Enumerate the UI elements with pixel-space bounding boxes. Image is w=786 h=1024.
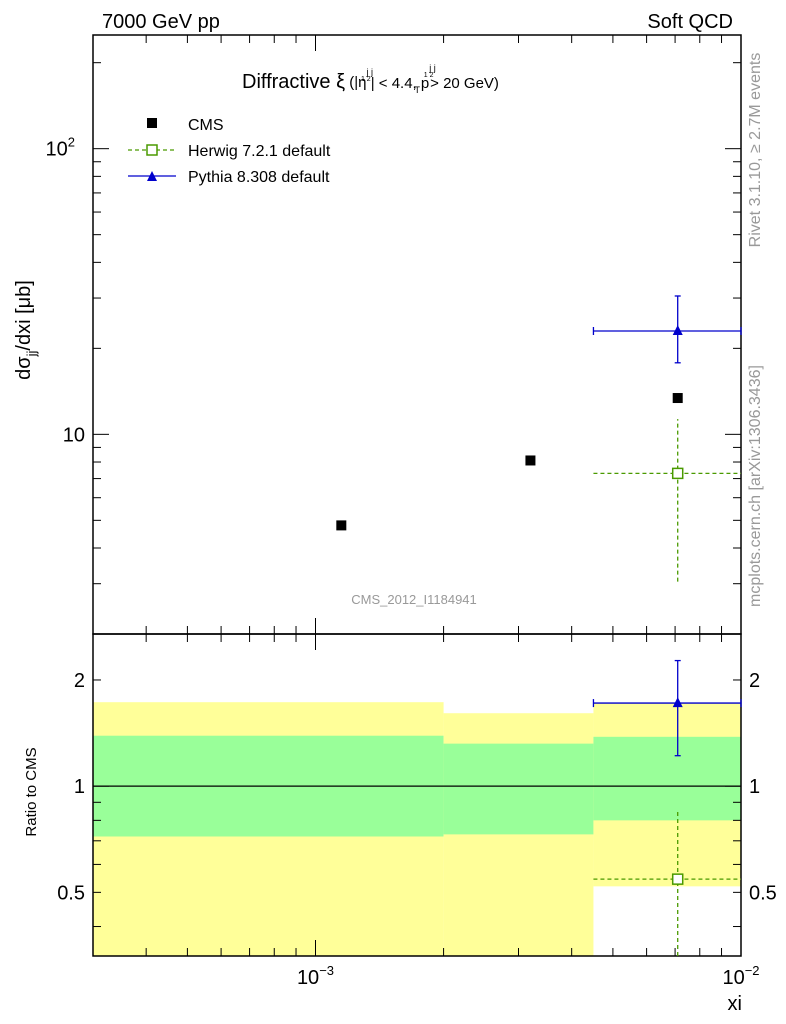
- main-y-tick-label-exp: 2: [68, 135, 75, 150]
- ratio-y-tick-label: 2: [74, 670, 85, 692]
- main-y-tick-label-base: 10: [46, 139, 68, 161]
- rivet-label: Rivet 3.1.10, ≥ 2.7M events: [747, 53, 764, 248]
- ratio-y-tick-label-right: 0.5: [749, 882, 777, 904]
- title-part-2: | < 4.4, p: [371, 75, 430, 92]
- legend-pythia-label: Pythia 8.308 default: [188, 169, 330, 186]
- title-part-1: (|η: [345, 74, 366, 91]
- title-sub-T: T: [414, 85, 420, 95]
- x-tick-label: 10−3: [297, 963, 334, 989]
- ratio-y-tick-label: 0.5: [57, 882, 85, 904]
- ratio-panel: 0.5 0.51 12 210−3 10−2: [57, 633, 777, 989]
- title-prefix: Diffractive ξ: [242, 71, 345, 93]
- title-sup-T: j j: [428, 63, 436, 73]
- main-y-label-sub: jj: [24, 350, 39, 357]
- legend-herwig-marker: [146, 144, 158, 156]
- main-y-tick-label: 10: [63, 424, 85, 446]
- cms-data-point: [336, 520, 347, 531]
- uncertainty-band-inner: [443, 743, 594, 835]
- x-tick-label-base: 10: [297, 967, 319, 989]
- main-y-tick-label: 102: [46, 135, 75, 161]
- header-left-label: 7000 GeV pp: [102, 11, 220, 33]
- x-tick-label: 10−2: [722, 963, 759, 989]
- ratio-pythia-marker: [672, 697, 683, 708]
- legend-cms-label: CMS: [188, 117, 224, 134]
- main-y-label-base: dσ: [13, 356, 35, 380]
- herwig-marker: [671, 467, 684, 480]
- title-part-3: > 20 GeV): [426, 75, 499, 92]
- ratio-y-tick-label-right: 2: [749, 670, 760, 692]
- mcplots-label: mcplots.cern.ch [arXiv:1306.3436]: [747, 365, 764, 607]
- legend: CMS Herwig 7.2.1 default Pythia 8.308 de…: [128, 117, 331, 186]
- x-tick-label-exp: −2: [745, 963, 760, 978]
- main-y-label-rest: /dxi [μb]: [13, 280, 35, 350]
- title-sub-2: 1 2: [424, 72, 434, 79]
- x-tick-label-base: 10: [722, 967, 744, 989]
- header-right-label: Soft QCD: [647, 11, 733, 33]
- pythia-marker: [672, 325, 683, 336]
- uncertainty-band-inner: [593, 736, 741, 821]
- x-axis-label: xi: [728, 993, 742, 1015]
- main-y-axis-label: dσjj/dxi [μb]: [13, 280, 39, 380]
- ratio-frame: [92, 633, 742, 957]
- cms-data-point: [525, 455, 536, 466]
- analysis-id-label: CMS_2012_I1184941: [351, 592, 477, 607]
- cms-data-point: [672, 393, 683, 404]
- ratio-y-tick-label-right: 1: [749, 776, 760, 798]
- title-sup-1: j j: [365, 67, 373, 77]
- ratio-y-tick-label: 1: [74, 776, 85, 798]
- ratio-herwig-marker: [671, 873, 684, 885]
- title-sub-1: 1 2: [361, 76, 371, 83]
- ratio-y-axis-label: Ratio to CMS: [23, 747, 40, 836]
- legend-cms-marker: [147, 118, 157, 128]
- x-tick-label-exp: −3: [319, 963, 334, 978]
- legend-pythia-marker: [147, 171, 157, 181]
- legend-herwig-label: Herwig 7.2.1 default: [188, 143, 331, 160]
